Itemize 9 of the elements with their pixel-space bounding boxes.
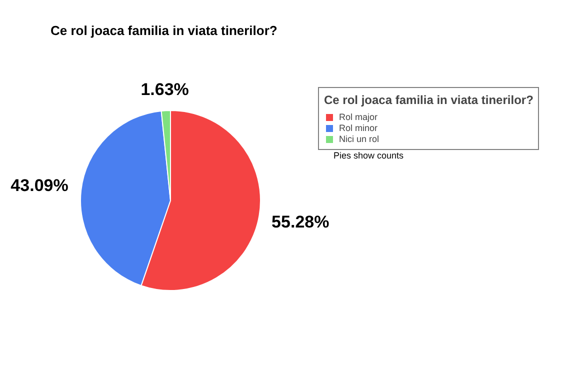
data-label: 43.09% [10,176,68,195]
chart-title: Ce rol joaca familia in viata tinerilor? [50,23,278,38]
data-label: 55.28% [272,212,330,232]
legend-label: Rol minor [339,123,378,133]
legend-title: Ce rol joaca familia in viata tinerilor? [324,93,534,107]
data-label: 1.63% [140,80,189,100]
legend-label: Rol major [339,112,378,122]
text: Pies show counts [334,150,404,160]
legend-label: Nici un rol [339,134,380,144]
